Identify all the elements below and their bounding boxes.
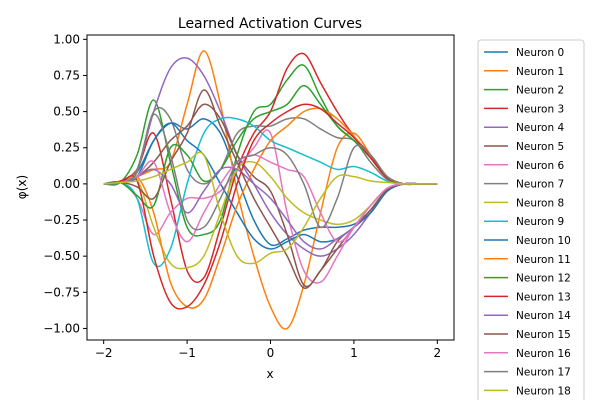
y-tick-label: −1.00 xyxy=(43,321,80,335)
legend-label: Neuron 9 xyxy=(516,216,564,228)
legend-label: Neuron 7 xyxy=(516,179,564,191)
x-tick-label: 0 xyxy=(267,346,275,360)
series-line-neuron-18 xyxy=(103,151,438,265)
y-tick-label: 0.00 xyxy=(53,177,80,191)
series-line-neuron-15 xyxy=(103,89,438,289)
legend-label: Neuron 2 xyxy=(516,85,564,97)
legend-label: Neuron 17 xyxy=(516,367,571,379)
series-line-neuron-13 xyxy=(103,103,438,310)
series-line-neuron-2 xyxy=(103,64,438,237)
legend-label: Neuron 10 xyxy=(516,235,571,247)
y-tick-label: 1.00 xyxy=(53,32,80,46)
legend-label: Neuron 18 xyxy=(516,385,571,397)
series-line-neuron-3 xyxy=(103,52,438,283)
y-tick-label: −0.75 xyxy=(43,285,80,299)
series-line-neuron-10 xyxy=(103,122,438,250)
x-tick-label: 1 xyxy=(350,346,358,360)
legend-label: Neuron 16 xyxy=(516,348,571,360)
series-line-neuron-11 xyxy=(103,107,438,309)
legend-label: Neuron 3 xyxy=(516,103,564,115)
legend-label: Neuron 4 xyxy=(516,122,564,134)
x-tick-label: −1 xyxy=(178,346,196,360)
x-tick-label: −2 xyxy=(95,346,113,360)
y-tick-label: −0.50 xyxy=(43,249,80,263)
legend-label: Neuron 11 xyxy=(516,254,571,266)
y-tick-label: 0.25 xyxy=(53,141,80,155)
legend-label: Neuron 14 xyxy=(516,310,571,322)
series-line-neuron-7 xyxy=(103,106,438,185)
x-tick-label: 2 xyxy=(433,346,441,360)
y-axis-label: φ(x) xyxy=(15,175,29,199)
y-axis: −1.00 −0.75 −0.50 −0.25 0.00 0.25 0.50 0.75 1.00 xyxy=(43,32,87,335)
axes-frame xyxy=(86,34,455,341)
legend-label: Neuron 12 xyxy=(516,273,571,285)
legend-label: Neuron 6 xyxy=(516,160,564,172)
legend: Neuron 0 Neuron 1 Neuron 2 Neuron 3 Neuron 4… xyxy=(477,39,585,400)
series-line-neuron-5 xyxy=(103,103,438,288)
legend-label: Neuron 5 xyxy=(516,141,564,153)
y-tick-label: 0.75 xyxy=(53,68,80,82)
legend-label: Neuron 1 xyxy=(516,66,564,78)
y-tick-label: −0.25 xyxy=(43,213,80,227)
legend-label: Neuron 15 xyxy=(516,329,571,341)
x-axis: −2 −1 0 1 2 xyxy=(95,340,441,360)
x-axis-label: x xyxy=(266,367,273,381)
chart-title: Learned Activation Curves xyxy=(178,16,362,32)
series-line-neuron-16 xyxy=(103,154,438,243)
legend-label: Neuron 0 xyxy=(516,47,564,59)
legend-label: Neuron 8 xyxy=(516,197,564,209)
series-line-neuron-17 xyxy=(103,113,438,231)
y-tick-label: 0.50 xyxy=(53,105,80,119)
legend-label: Neuron 13 xyxy=(516,291,571,303)
legend-frame xyxy=(477,39,585,400)
plot-lines xyxy=(103,50,438,330)
